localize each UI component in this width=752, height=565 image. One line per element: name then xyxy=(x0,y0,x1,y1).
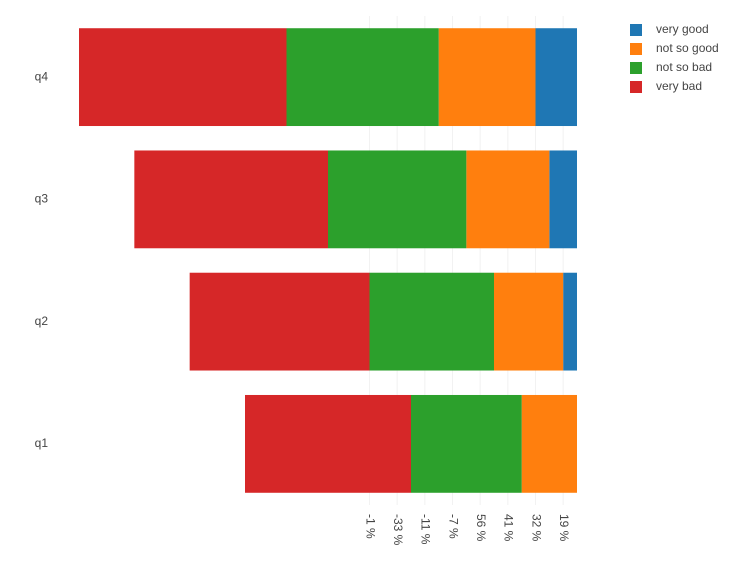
legend-label: not so bad xyxy=(656,60,712,74)
bar-segment xyxy=(328,150,467,249)
legend-label: very bad xyxy=(656,79,702,93)
bar-segment xyxy=(521,394,577,493)
y-tick-label: q3 xyxy=(35,192,49,206)
legend-swatch xyxy=(630,62,642,74)
x-tick-label: 41 % xyxy=(502,514,516,542)
y-tick-label: q1 xyxy=(35,436,49,450)
bar-segment xyxy=(411,394,522,493)
bar-segment xyxy=(369,272,494,371)
bar-segment xyxy=(563,272,577,371)
legend-swatch xyxy=(630,81,642,93)
y-tick-label: q2 xyxy=(35,314,49,328)
bar-segment xyxy=(494,272,564,371)
bar-segment xyxy=(79,28,287,127)
bar-segment xyxy=(189,272,370,371)
bar-segment xyxy=(286,28,439,127)
bar-segment xyxy=(438,28,536,127)
bar-segment xyxy=(549,150,577,249)
x-tick-label: -1 % xyxy=(363,514,377,539)
y-tick-label: q4 xyxy=(35,69,49,83)
x-tick-label: -7 % xyxy=(446,514,460,539)
legend-label: very good xyxy=(656,22,709,36)
x-tick-label: 19 % xyxy=(557,514,571,542)
bar-segment xyxy=(134,150,328,249)
x-tick-label: -33 % xyxy=(391,514,405,546)
bar-segment xyxy=(245,394,411,493)
legend-swatch xyxy=(630,24,642,36)
bar-segment xyxy=(535,28,577,127)
x-tick-label: 32 % xyxy=(529,514,543,542)
x-tick-label: 56 % xyxy=(474,514,488,542)
bar-segment xyxy=(466,150,550,249)
legend-swatch xyxy=(630,43,642,55)
x-tick-label: -11 % xyxy=(419,514,433,545)
legend-label: not so good xyxy=(656,41,719,55)
